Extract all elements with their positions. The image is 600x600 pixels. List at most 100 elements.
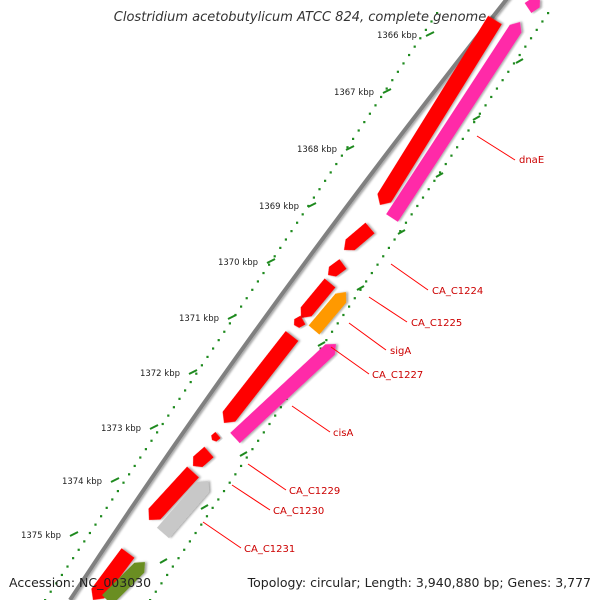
gene-red-small (294, 315, 306, 328)
leader-line (330, 346, 370, 375)
inner-tick-dot (262, 431, 265, 434)
outer-tick-dot (217, 339, 220, 342)
inner-tick-dot (541, 20, 544, 23)
gene-red-1224-shape (344, 222, 375, 251)
inner-tick-dot (461, 137, 464, 140)
inner-major-tick (356, 285, 365, 291)
inner-tick-dot (376, 263, 379, 266)
inner-tick-dot (274, 414, 277, 417)
leader-line (368, 296, 408, 323)
major-tick (227, 314, 237, 320)
outer-tick-dot (133, 464, 136, 468)
outer-tick-dot (251, 288, 254, 291)
inner-tick-dot (484, 104, 487, 107)
outer-tick-dot (245, 297, 248, 300)
outer-tick-dot (374, 104, 377, 107)
major-tick (149, 424, 159, 430)
gene-label: dnaE (519, 155, 544, 166)
outer-tick-dot (413, 45, 416, 48)
outer-tick-dot (66, 565, 69, 568)
gene-red-1225-shape (328, 259, 347, 277)
outer-tick-dot (436, 12, 439, 15)
backbone (68, 0, 509, 600)
inner-tick-dot (257, 439, 260, 442)
outer-tick-dot (223, 330, 226, 333)
inner-tick-dot (518, 53, 521, 57)
gene-red-bottom (91, 548, 135, 600)
inner-tick-dot (421, 196, 425, 199)
inner-tick-dot (325, 339, 328, 342)
inner-major-tick (515, 58, 524, 64)
inner-tick-dot (353, 297, 356, 300)
tick-label: 1372 kbp (140, 369, 180, 379)
tick-label: 1370 kbp (218, 258, 258, 268)
outer-tick-dot (189, 380, 192, 384)
gene-red-small-shape (294, 315, 306, 328)
inner-tick-dot (467, 129, 470, 132)
major-tick (382, 88, 392, 94)
gene-grey-1231 (156, 481, 209, 539)
inner-tick-dot (399, 230, 402, 233)
outer-tick-dot (290, 230, 293, 233)
outer-tick-dot (172, 406, 175, 409)
gene-red-1227-shape (222, 331, 299, 423)
gene-grey-1231-shape (156, 481, 209, 539)
outer-tick-dot (352, 137, 355, 140)
inner-tick-dot (427, 188, 430, 191)
tick-label: 1366 kbp (377, 31, 417, 41)
leader-line (348, 322, 387, 351)
outer-tick-dot (402, 62, 405, 65)
gene-red-1230-shape (148, 466, 199, 520)
inner-tick-dot (535, 28, 538, 31)
outer-tick-dot (424, 28, 427, 31)
outer-tick-dot (111, 498, 114, 501)
backbone-line (68, 0, 509, 600)
outer-tick-dot (296, 221, 299, 224)
inner-tick-dot (217, 498, 220, 501)
leader-line (202, 521, 242, 549)
inner-major-tick (435, 172, 444, 178)
inner-tick-dot (490, 95, 493, 99)
outer-tick-dot (335, 162, 338, 166)
outer-tick-dot (368, 112, 371, 115)
gene-label: CA_C1227 (372, 370, 423, 381)
inner-tick-dot (365, 280, 368, 283)
outer-tick-dot (144, 448, 147, 451)
inner-tick-dot (495, 87, 499, 90)
gene-features (91, 0, 540, 600)
outer-tick-dot (340, 154, 343, 157)
gene-red-1226 (300, 278, 336, 318)
major-tick (425, 31, 435, 37)
inner-tick-dot (547, 12, 550, 15)
tick-label: 1371 kbp (179, 314, 219, 324)
outer-tick-dot (195, 372, 198, 375)
outer-tick-dot (385, 87, 388, 90)
outer-tick-dot (324, 179, 327, 182)
inner-tick-dot (251, 448, 254, 451)
inner-tick-dot (183, 548, 186, 551)
major-tick (307, 202, 317, 208)
inner-tick-dot (512, 62, 516, 65)
gene-label: CA_C1231 (244, 544, 295, 555)
outer-tick-dot (430, 20, 433, 23)
outer-tick-dot (94, 523, 97, 526)
outer-tick-dot (391, 79, 394, 82)
outer-tick-dot (396, 70, 399, 73)
gene-label: CA_C1229 (289, 486, 340, 497)
outer-tick-dot (256, 280, 259, 283)
inner-tick-dot (404, 221, 408, 224)
outer-tick-dot (184, 389, 187, 392)
outer-tick-dot (408, 53, 411, 57)
tick-label: 1373 kbp (101, 424, 141, 434)
gene-pink-top-shape (524, 0, 540, 13)
inner-tick-dot (524, 45, 527, 48)
gene-red-tiny-shape (211, 431, 221, 442)
inner-tick-dot (228, 481, 231, 484)
inner-tick-dot (438, 171, 442, 174)
accession-text: Accession: NC_003030 (9, 575, 152, 590)
outer-tick-dot (346, 146, 349, 149)
inner-tick-dot (336, 322, 339, 325)
inner-tick-dot (171, 565, 174, 568)
outer-tick-dot (161, 422, 164, 426)
